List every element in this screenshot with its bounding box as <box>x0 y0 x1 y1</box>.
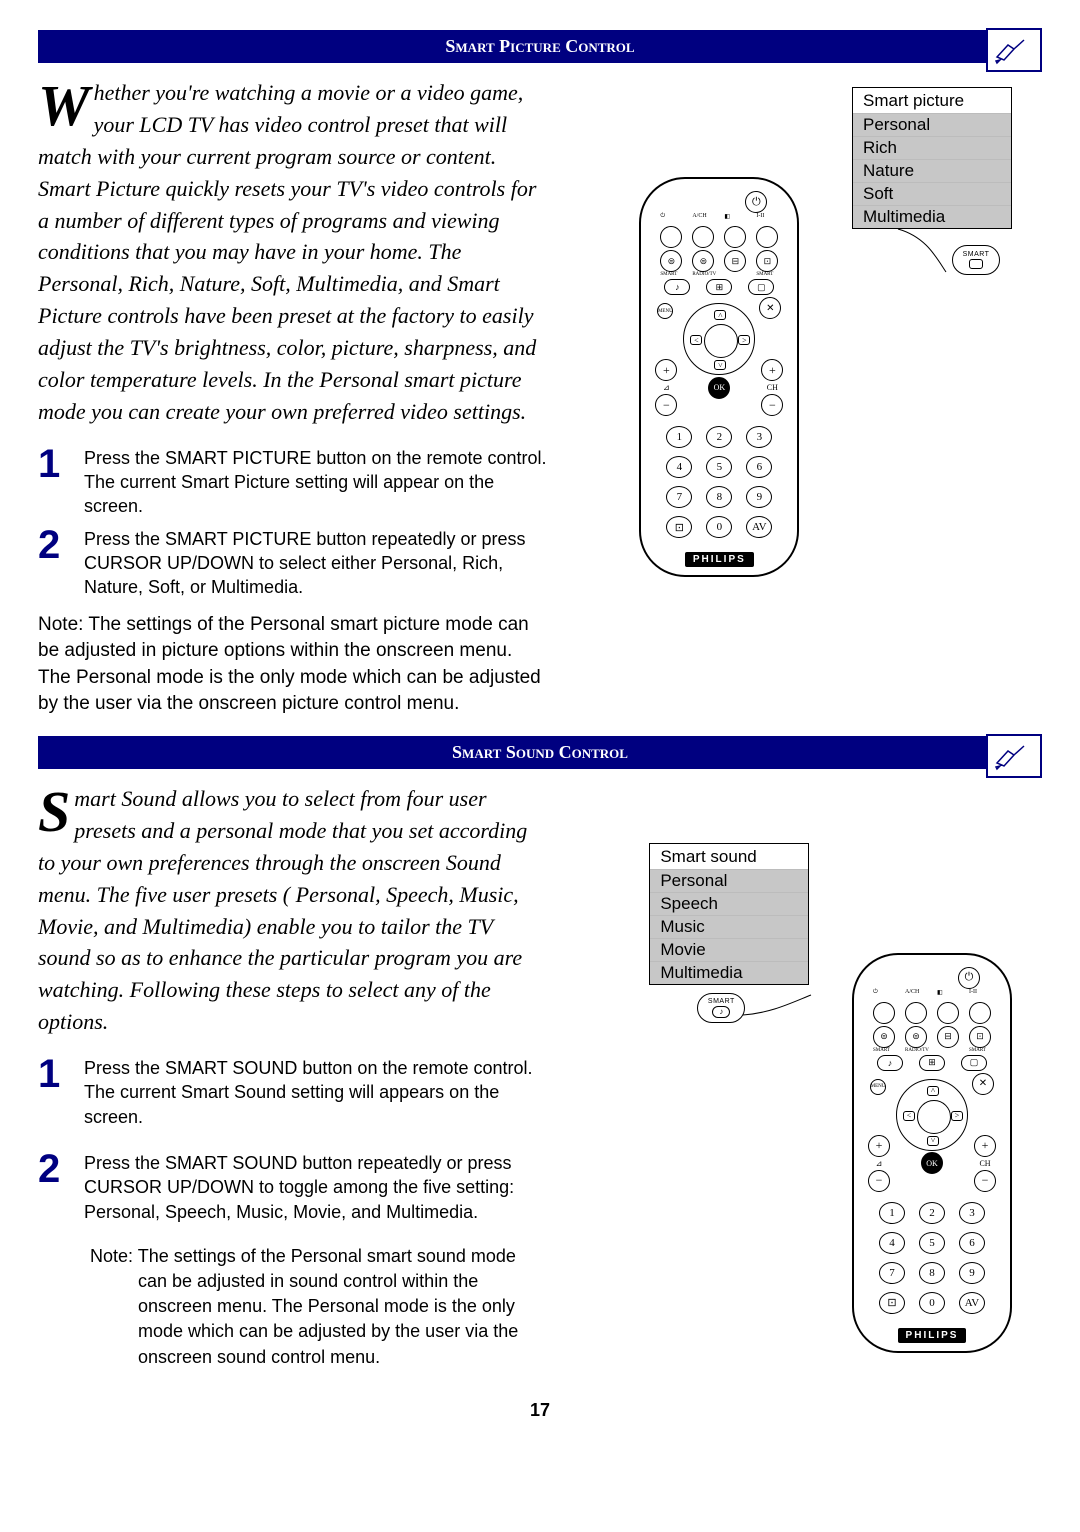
osd-item: Speech <box>650 892 808 915</box>
hand-note-icon <box>986 28 1042 72</box>
remote-control-illustration: ⏻ ⏻ A/CH ◧ I-II ⊜⊜⊟⊡ SMART RADIO/TV SMAR… <box>852 953 1012 1353</box>
mute-button-icon: ✕ <box>972 1073 994 1095</box>
vol-down-icon: − <box>868 1170 890 1192</box>
remote-dpad-area: MENU ✕ ˄ ˅ ˂ ˃ <box>659 299 779 355</box>
section1-intro-body: hether you're watching a movie or a vide… <box>38 80 536 424</box>
dpad-ring: ˄˅˂˃ <box>896 1079 968 1151</box>
section1-steps: 1 Press the SMART PICTURE button on the … <box>38 444 549 600</box>
leader-line <box>896 227 956 287</box>
step-number: 1 <box>38 444 66 519</box>
remote-numpad: 123 456 789 ⊡0AV <box>666 426 772 538</box>
step-text: Press the SMART SOUND button repeatedly … <box>84 1149 549 1224</box>
section2-title: Smart Sound Control <box>452 742 628 762</box>
osd-item: Movie <box>650 938 808 961</box>
ch-up-icon: + <box>974 1135 996 1157</box>
section2-intro: Smart Sound allows you to select from fo… <box>38 783 549 1038</box>
section1-title: Smart Picture Control <box>445 36 634 56</box>
step-number: 2 <box>38 525 66 600</box>
step-number: 1 <box>38 1054 66 1129</box>
section1-header: Smart Picture Control <box>38 30 1042 63</box>
ok-button-icon: OK <box>921 1152 943 1174</box>
section2-step-1: 1 Press the SMART SOUND button on the re… <box>38 1054 549 1129</box>
step-text: Press the SMART SOUND button on the remo… <box>84 1054 549 1129</box>
menu-button-icon: MENU <box>657 303 673 319</box>
osd-item: Rich <box>853 136 1011 159</box>
osd-item: Personal <box>650 869 808 892</box>
step-text: Press the SMART PICTURE button on the re… <box>84 444 549 519</box>
power-button-icon: ⏻ <box>958 967 980 989</box>
section1-intro: Whether you're watching a movie or a vid… <box>38 77 549 428</box>
step-text: Press the SMART PICTURE button repeatedl… <box>84 525 549 600</box>
remote-brand: PHILIPS <box>685 552 754 567</box>
osd-item: Soft <box>853 182 1011 205</box>
mute-button-icon: ✕ <box>759 297 781 319</box>
dpad-right-icon: ˃ <box>738 335 750 345</box>
smart-picture-callout: SMART <box>952 245 1000 275</box>
ok-button-icon: OK <box>708 377 730 399</box>
section2-note: Note: The settings of the Personal smart… <box>38 1244 549 1370</box>
leader-line <box>741 993 821 1043</box>
callout-label: SMART <box>963 251 990 258</box>
remote-brand: PHILIPS <box>898 1328 967 1343</box>
section1-illustration: Smart picture Personal Rich Nature Soft … <box>579 77 1042 547</box>
section1-step-2: 2 Press the SMART PICTURE button repeate… <box>38 525 549 600</box>
ch-up-icon: + <box>761 359 783 381</box>
section1-note: Note: The settings of the Personal smart… <box>38 612 549 718</box>
power-button-icon: ⏻ <box>745 191 767 213</box>
smart-sound-callout: SMART ♪ <box>697 993 745 1023</box>
osd-item: Multimedia <box>650 961 808 984</box>
section1-dropcap: W <box>38 81 90 130</box>
osd-item: Nature <box>853 159 1011 182</box>
dpad-down-icon: ˅ <box>714 360 726 370</box>
vol-up-icon: + <box>655 359 677 381</box>
smart-sound-osd: Smart sound Personal Speech Music Movie … <box>649 843 809 985</box>
ch-down-icon: − <box>974 1170 996 1192</box>
section2-intro-body: mart Sound allows you to select from fou… <box>38 786 527 1034</box>
vol-down-icon: − <box>655 394 677 416</box>
section2-illustration: Smart sound Personal Speech Music Movie … <box>579 783 1042 1303</box>
smart-picture-osd: Smart picture Personal Rich Nature Soft … <box>852 87 1012 229</box>
osd-item: Personal <box>853 113 1011 136</box>
section1-text-column: Whether you're watching a movie or a vid… <box>38 77 549 718</box>
ch-down-icon: − <box>761 394 783 416</box>
osd-title: Smart sound <box>650 844 808 869</box>
page-number: 17 <box>38 1400 1042 1421</box>
remote-row-circles-2: ⊜⊜⊟⊡ <box>660 250 778 272</box>
callout-button-icon <box>969 259 983 269</box>
remote-control-illustration: ⏻ ⏻ A/CH ◧ I-II ⊜⊜⊟⊡ SMART RADIO/TV SMAR… <box>639 177 799 577</box>
remote-top-labels: ⏻ A/CH ◧ I-II <box>660 213 778 220</box>
remote-row-pills: ♪⊞▢ <box>653 279 785 295</box>
section2-steps: 1 Press the SMART SOUND button on the re… <box>38 1054 549 1224</box>
osd-item: Music <box>650 915 808 938</box>
section1-step-1: 1 Press the SMART PICTURE button on the … <box>38 444 549 519</box>
section2-header: Smart Sound Control <box>38 736 1042 769</box>
dpad-up-icon: ˄ <box>714 310 726 320</box>
dpad-left-icon: ˂ <box>690 335 702 345</box>
step-number: 2 <box>38 1149 66 1224</box>
vol-up-icon: + <box>868 1135 890 1157</box>
hand-note-icon <box>986 734 1042 778</box>
section2-step-2: 2 Press the SMART SOUND button repeatedl… <box>38 1149 549 1224</box>
callout-label: SMART <box>708 998 735 1005</box>
section2-dropcap: S <box>38 787 70 836</box>
menu-button-icon: MENU <box>870 1079 886 1095</box>
callout-button-icon: ♪ <box>712 1006 730 1018</box>
osd-item: Multimedia <box>853 205 1011 228</box>
osd-title: Smart picture <box>853 88 1011 113</box>
section2-text-column: Smart Sound allows you to select from fo… <box>38 783 549 1370</box>
dpad-ring: ˄ ˅ ˂ ˃ <box>683 303 755 375</box>
remote-row-circles-1 <box>660 226 778 248</box>
